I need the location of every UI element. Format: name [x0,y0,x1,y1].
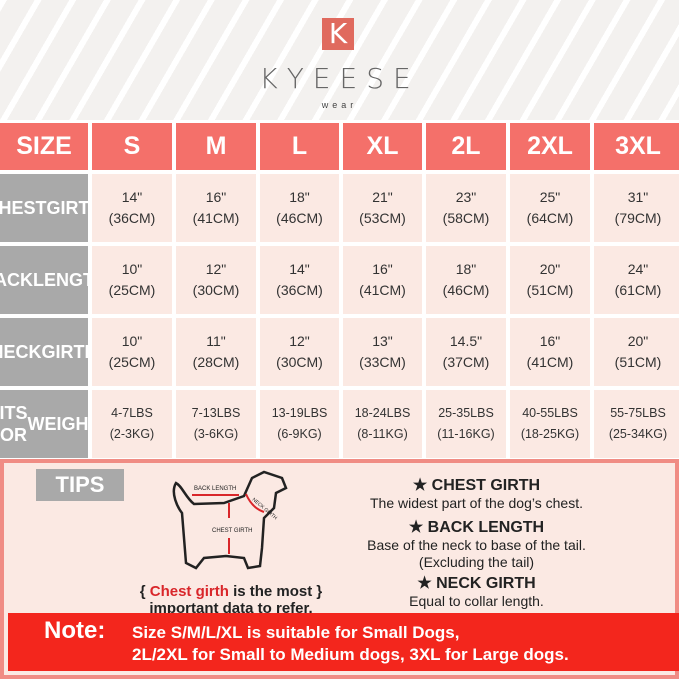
size-header: M [176,123,256,170]
table-cell: 4-7LBS (2-3KG) [92,390,172,458]
table-cell: 21" (53CM) [343,174,422,242]
table-cell: 40-55LBS (18-25KG) [510,390,590,458]
row-label: FITS FORWEIGHT [0,390,100,458]
table-cell: 20" (51CM) [510,246,590,314]
size-table: SIZESMLXL2L2XL3XLCHESTGIRTH14"(36CM)16"(… [0,123,679,458]
tips-panel: TIPS BACK LENGTH NECK GIRTH CHEST GIRTH … [0,459,679,679]
table-cell: 16" (41CM) [343,246,422,314]
size-header: L [260,123,339,170]
brand-logo: K [322,18,354,50]
table-cell: 24" (61CM) [594,246,679,314]
table-cell: 18" (46CM) [426,246,506,314]
size-header: S [92,123,172,170]
note-line-1: Size S/M/L/XL is suitable for Small Dogs… [132,623,460,642]
table-cell: 12" (30CM) [260,318,339,386]
size-header: 3XL [594,123,679,170]
neck-arrow [245,493,265,513]
def-back-length: ★ BACK LENGTH Base of the neck to base of… [367,519,586,570]
back-length-text: BACK LENGTH [194,486,236,492]
table-cell: 31" (79CM) [594,174,679,242]
table-cell: 25-35LBS (11-16KG) [426,390,506,458]
table-cell: 14.5" (37CM) [426,318,506,386]
table-cell: 14" (36CM) [92,174,172,242]
dog-measurement-diagram: BACK LENGTH NECK GIRTH CHEST GIRTH [172,470,288,570]
chest-girth-tip: { Chest girth is the most } important da… [139,583,323,617]
table-cell: 11" (28CM) [176,318,256,386]
note-label: Note: [44,617,106,644]
size-header: XL [343,123,422,170]
size-column-header: SIZE [0,123,88,170]
table-cell: 14" (36CM) [260,246,339,314]
table-cell: 20" (51CM) [594,318,679,386]
table-cell: 16" (41CM) [510,318,590,386]
note-line-2: 2L/2XL for Small to Medium dogs, 3XL for… [132,645,569,664]
def-chest-girth: ★ CHEST GIRTH The widest part of the dog’… [370,477,583,511]
table-cell: 10" (25CM) [92,246,172,314]
chest-girth-text: CHEST GIRTH [212,528,252,534]
table-cell: 10" (25CM) [92,318,172,386]
def-neck-girth: ★ NECK GIRTH Equal to collar length. [409,575,544,609]
size-header: 2L [426,123,506,170]
table-cell: 18" (46CM) [260,174,339,242]
table-cell: 55-75LBS (25-34KG) [594,390,679,458]
dog-outline [172,470,288,570]
table-cell: 7-13LBS (3-6KG) [176,390,256,458]
brand-sub: wear [321,100,358,110]
table-cell: 13-19LBS (6-9KG) [260,390,339,458]
table-cell: 23" (58CM) [426,174,506,242]
size-header: 2XL [510,123,590,170]
table-cell: 18-24LBS (8-11KG) [343,390,422,458]
table-cell: 25" (64CM) [510,174,590,242]
note-banner: Note: Size S/M/L/XL is suitable for Smal… [8,613,679,671]
tips-label: TIPS [36,469,124,501]
table-cell: 13" (33CM) [343,318,422,386]
table-cell: 12" (30CM) [176,246,256,314]
table-cell: 16" (41CM) [176,174,256,242]
brand-name: KYEESE [259,62,420,95]
